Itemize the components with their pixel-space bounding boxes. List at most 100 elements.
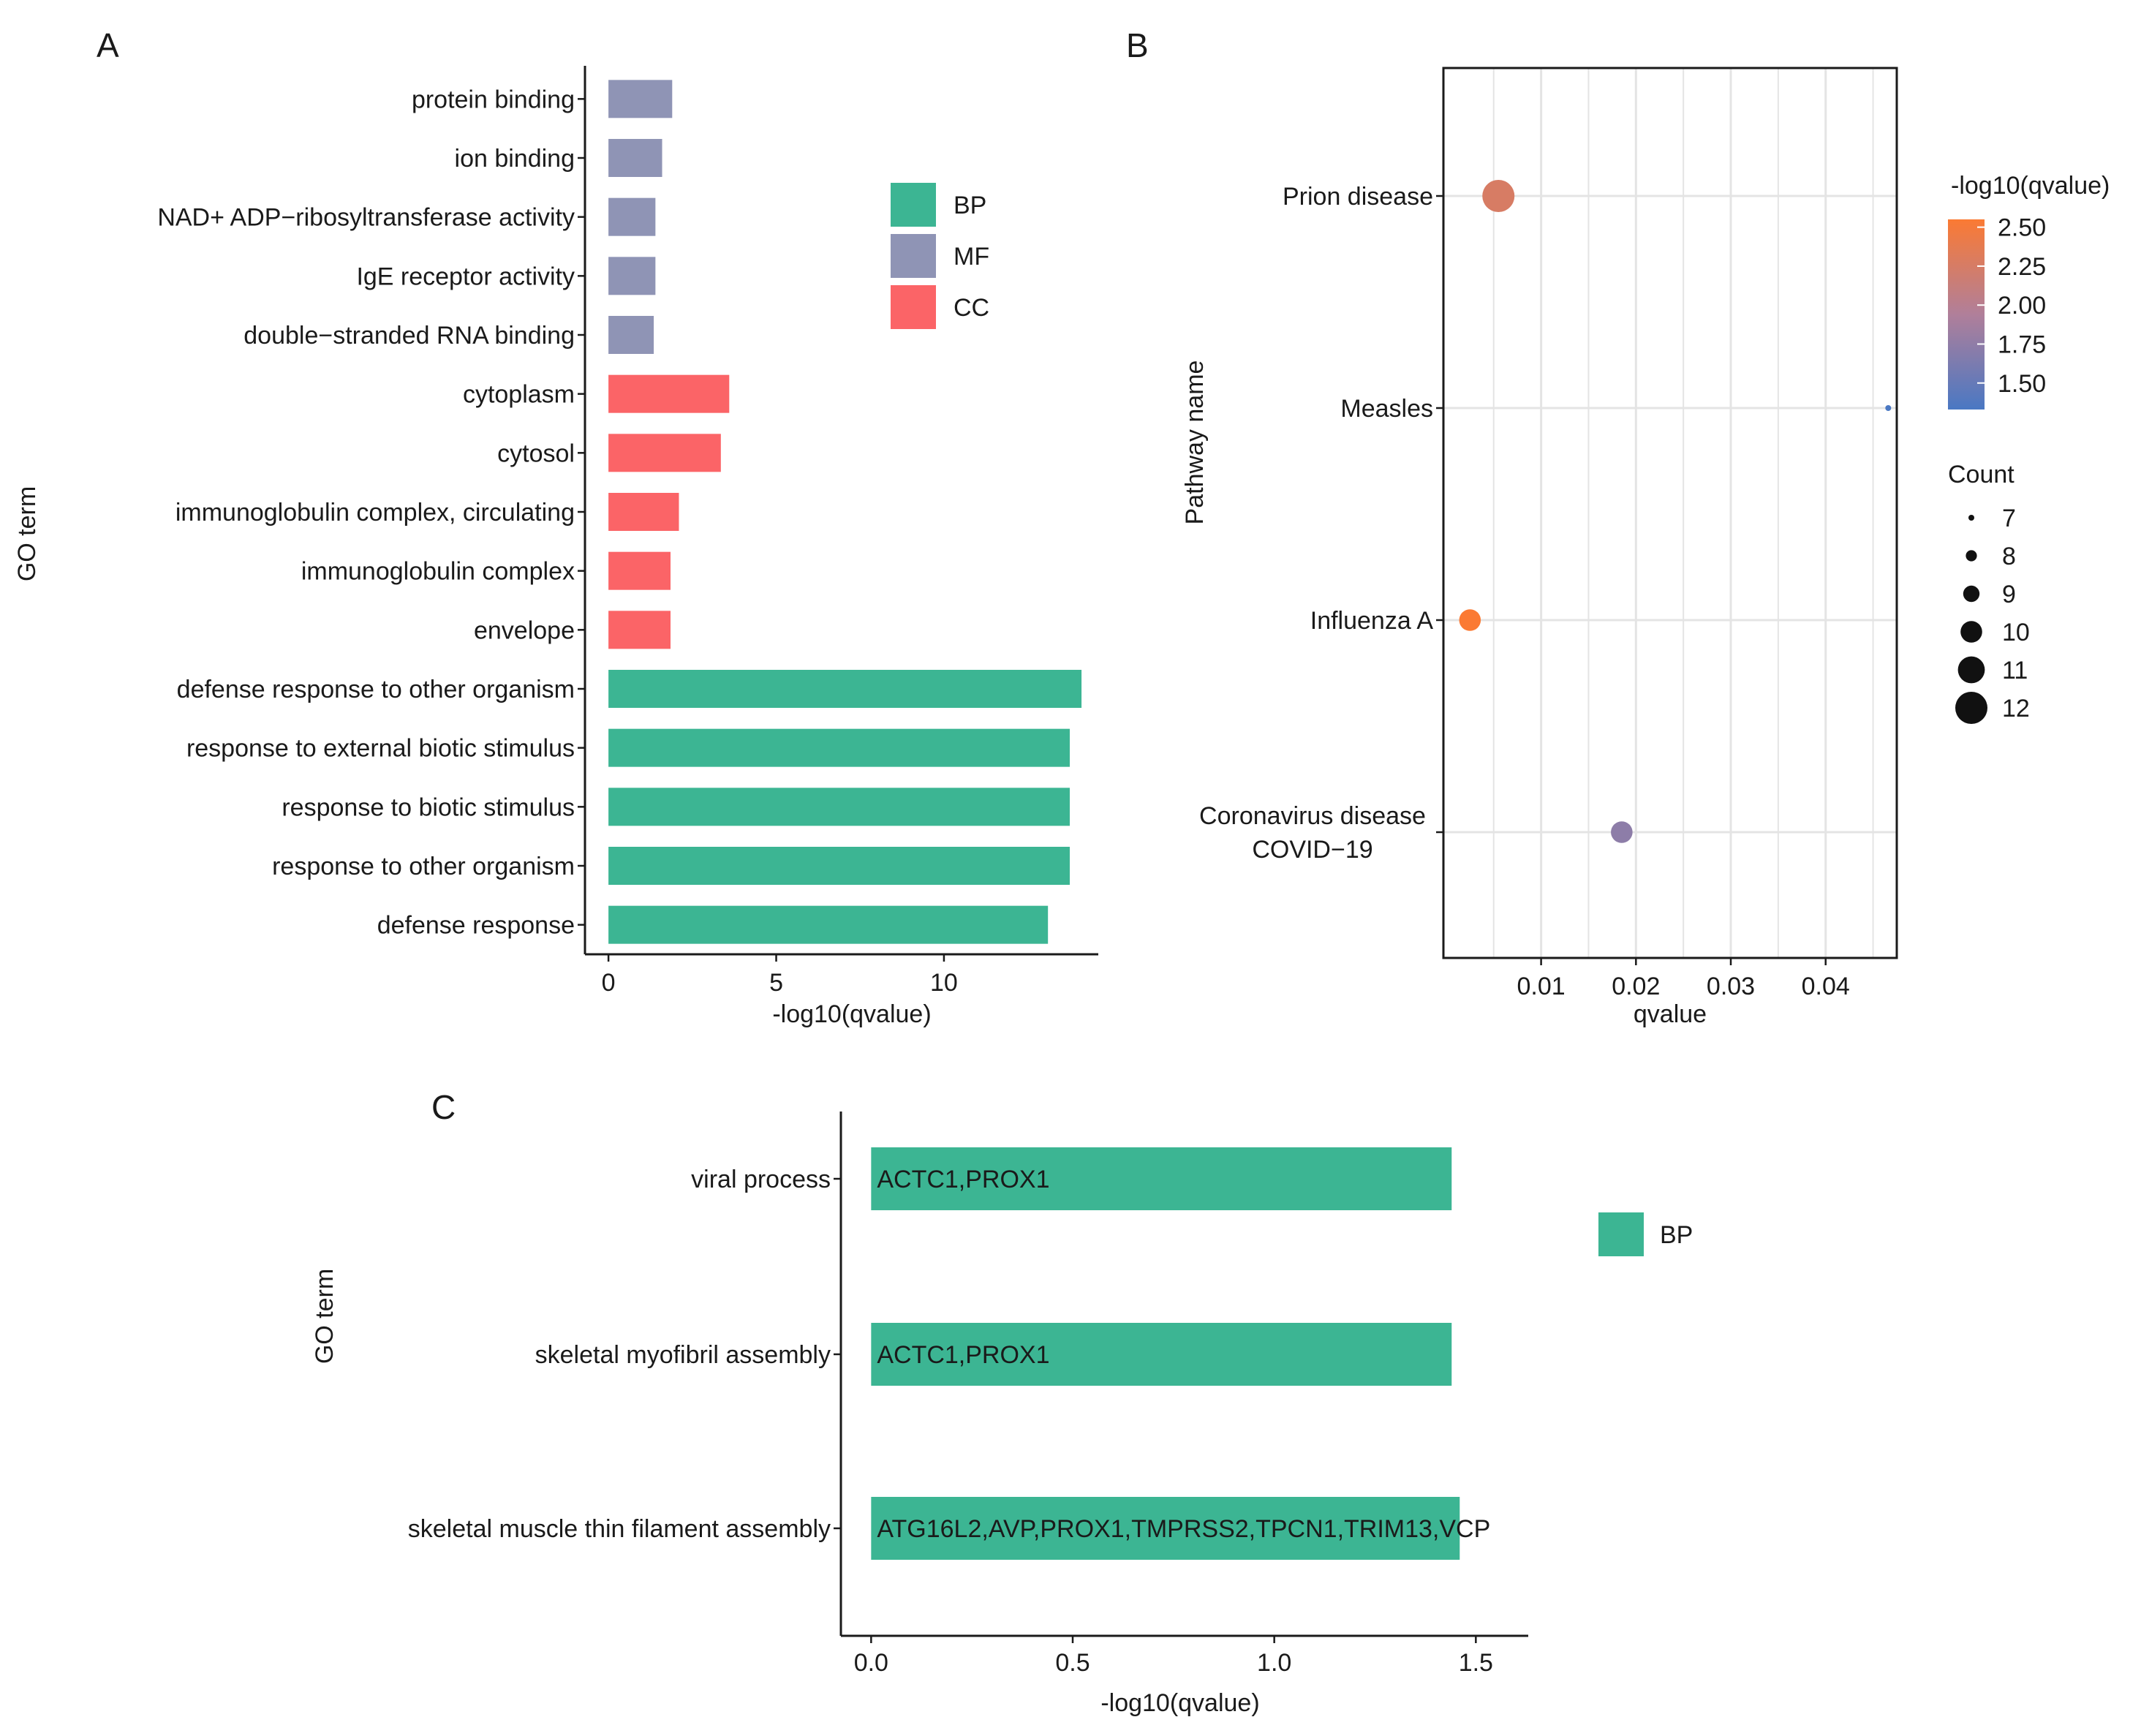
bar-skeletal-muscle-thin-filament-assembly bbox=[871, 1497, 1460, 1560]
panel-b-y-axis-title: Pathway name bbox=[1181, 361, 1209, 525]
point-influenza-a bbox=[1459, 609, 1481, 631]
x-tick-label: 1.5 bbox=[1459, 1649, 1493, 1677]
bar-cytoplasm bbox=[608, 374, 730, 413]
term-label: double−stranded RNA binding bbox=[243, 322, 575, 350]
x-tick-label: 0.01 bbox=[1517, 973, 1566, 1000]
size-key-7 bbox=[1968, 515, 1974, 521]
panel-b-grid bbox=[1443, 68, 1897, 958]
bar-ion-binding bbox=[608, 139, 662, 177]
panel-b-color-legend: -log10(qvalue) 2.50 2.25 2.00 1.75 1.50 bbox=[1948, 172, 2110, 410]
colorbar-tick-label: 2.25 bbox=[1998, 253, 2046, 281]
panel-a-x-axis-title: -log10(qvalue) bbox=[772, 1000, 931, 1028]
x-tick-label: 10 bbox=[930, 969, 958, 997]
size-key-label: 9 bbox=[2002, 581, 2016, 608]
term-label: response to biotic stimulus bbox=[282, 793, 575, 821]
term-label: immunoglobulin complex, circulating bbox=[175, 499, 575, 527]
bar-immunoglobulin-complex bbox=[608, 551, 671, 590]
x-tick-label: 0.5 bbox=[1055, 1649, 1090, 1677]
size-key-label: 10 bbox=[2002, 619, 2030, 646]
panel-a-legend: BP MF CC bbox=[891, 183, 989, 329]
pathway-label: Influenza A bbox=[1310, 607, 1434, 635]
size-legend-title: Count bbox=[1948, 461, 2014, 488]
panel-b-points bbox=[1459, 180, 1892, 843]
term-label: cytoplasm bbox=[463, 381, 575, 409]
panel-a-term-labels: protein binding ion binding NAD+ ADP−ribos… bbox=[157, 86, 585, 940]
panel-a-y-axis-title: GO term bbox=[13, 486, 41, 581]
term-label: skeletal muscle thin filament assembly bbox=[408, 1515, 831, 1543]
x-tick-label: 1.0 bbox=[1257, 1649, 1291, 1677]
panel-a-axes bbox=[584, 66, 1098, 956]
colorbar-tick-label: 2.00 bbox=[1998, 292, 2046, 320]
bar-gene-label: ATG16L2,AVP,PROX1,TMPRSS2,TPCN1,TRIM13,V… bbox=[877, 1515, 1490, 1543]
size-key-8 bbox=[1966, 550, 1977, 562]
bar-gene-label: ACTC1,PROX1 bbox=[877, 1166, 1049, 1193]
legend-key-bp bbox=[891, 183, 936, 227]
pathway-label-line-1: Coronavirus disease bbox=[1199, 802, 1426, 830]
panel-a-letter: A bbox=[97, 26, 119, 64]
bar-ige-receptor-activity bbox=[608, 257, 656, 295]
bar-double-stranded-rna-binding bbox=[608, 316, 654, 354]
size-key-label: 12 bbox=[2002, 695, 2030, 722]
term-label: viral process bbox=[691, 1166, 831, 1193]
panel-a: A protein binding ion binding NAD+ ADP−rib… bbox=[13, 26, 1098, 1028]
panel-b-x-axis-title: qvalue bbox=[1634, 1000, 1707, 1028]
bar-protein-binding bbox=[608, 80, 673, 118]
x-tick-label: 5 bbox=[769, 969, 783, 997]
panel-c-x-ticks: 0.0 0.5 1.0 1.5 bbox=[854, 1636, 1493, 1677]
x-tick-label: 0.02 bbox=[1612, 973, 1660, 1000]
point-prion-disease bbox=[1482, 180, 1515, 212]
bar-defense-response-to-other-organism bbox=[608, 670, 1082, 708]
panel-c-letter: C bbox=[431, 1088, 456, 1126]
bar-response-to-biotic-stimulus bbox=[608, 788, 1070, 826]
term-label: protein binding bbox=[412, 86, 575, 113]
bar-envelope bbox=[608, 611, 671, 649]
size-key-11 bbox=[1957, 656, 1985, 684]
panel-a-bars bbox=[608, 80, 1082, 944]
term-label: response to external biotic stimulus bbox=[186, 735, 575, 763]
colorbar-ticks: 2.50 2.25 2.00 1.75 1.50 bbox=[1977, 214, 2046, 398]
term-label: NAD+ ADP−ribosyltransferase activity bbox=[157, 204, 575, 232]
term-label: IgE receptor activity bbox=[356, 263, 575, 290]
term-label: skeletal myofibril assembly bbox=[535, 1341, 831, 1369]
bar-gene-label: ACTC1,PROX1 bbox=[877, 1341, 1049, 1369]
bar-cytosol bbox=[608, 434, 721, 472]
panel-b-pathway-labels: Prion disease Measles Influenza A Coronavir… bbox=[1199, 183, 1443, 864]
size-key-label: 8 bbox=[2002, 543, 2016, 570]
colorbar-tick-label: 1.50 bbox=[1998, 370, 2046, 398]
term-label: cytosol bbox=[497, 439, 575, 467]
pathway-label-line-2: COVID−19 bbox=[1252, 836, 1372, 864]
term-label: response to other organism bbox=[272, 853, 575, 880]
size-key-label: 7 bbox=[2002, 505, 2016, 532]
bar-immunoglobulin-complex-circulating bbox=[608, 493, 679, 531]
x-tick-label: 0.0 bbox=[854, 1649, 888, 1677]
pathway-label: Prion disease bbox=[1283, 183, 1433, 211]
size-key-9 bbox=[1963, 585, 1980, 603]
term-label: immunoglobulin complex bbox=[301, 558, 575, 586]
size-key-label: 11 bbox=[2002, 657, 2028, 684]
panel-c: C ACTC1,PROX1 ACTC1,PROX1 ATG16L2,AVP,PROX… bbox=[311, 1088, 1693, 1717]
panel-b-plot-frame bbox=[1442, 67, 1898, 959]
panel-c-axes bbox=[839, 1112, 1528, 1637]
x-tick-label: 0 bbox=[602, 969, 616, 997]
bar-nad-adp-ribosyltransferase-activity bbox=[608, 197, 656, 236]
colorbar bbox=[1948, 219, 1985, 410]
term-label: defense response bbox=[377, 912, 575, 940]
panel-b: B Prion disease Measles Influenza A Coronav… bbox=[1126, 26, 2110, 1028]
pathway-label: Measles bbox=[1340, 395, 1433, 423]
legend-label-cc: CC bbox=[954, 294, 989, 322]
colorbar-tick-label: 2.50 bbox=[1998, 214, 2046, 242]
legend-label-bp: BP bbox=[954, 192, 986, 219]
panel-a-x-ticks: 0 5 10 bbox=[602, 954, 958, 997]
legend-key-bp bbox=[1598, 1212, 1644, 1256]
panel-c-legend: BP bbox=[1598, 1212, 1693, 1256]
legend-label-mf: MF bbox=[954, 243, 989, 271]
x-tick-label: 0.04 bbox=[1802, 973, 1850, 1000]
bar-viral-process bbox=[871, 1147, 1452, 1210]
bar-response-to-other-organism bbox=[608, 847, 1070, 885]
bar-response-to-external-biotic-stimulus bbox=[608, 728, 1070, 767]
bar-skeletal-myofibril-assembly bbox=[871, 1323, 1452, 1386]
point-coronavirus-disease-covid-19 bbox=[1611, 821, 1633, 843]
colorbar-tick-label: 1.75 bbox=[1998, 331, 2046, 358]
panel-c-term-labels: viral process skeletal myofibril assembly… bbox=[408, 1166, 841, 1543]
